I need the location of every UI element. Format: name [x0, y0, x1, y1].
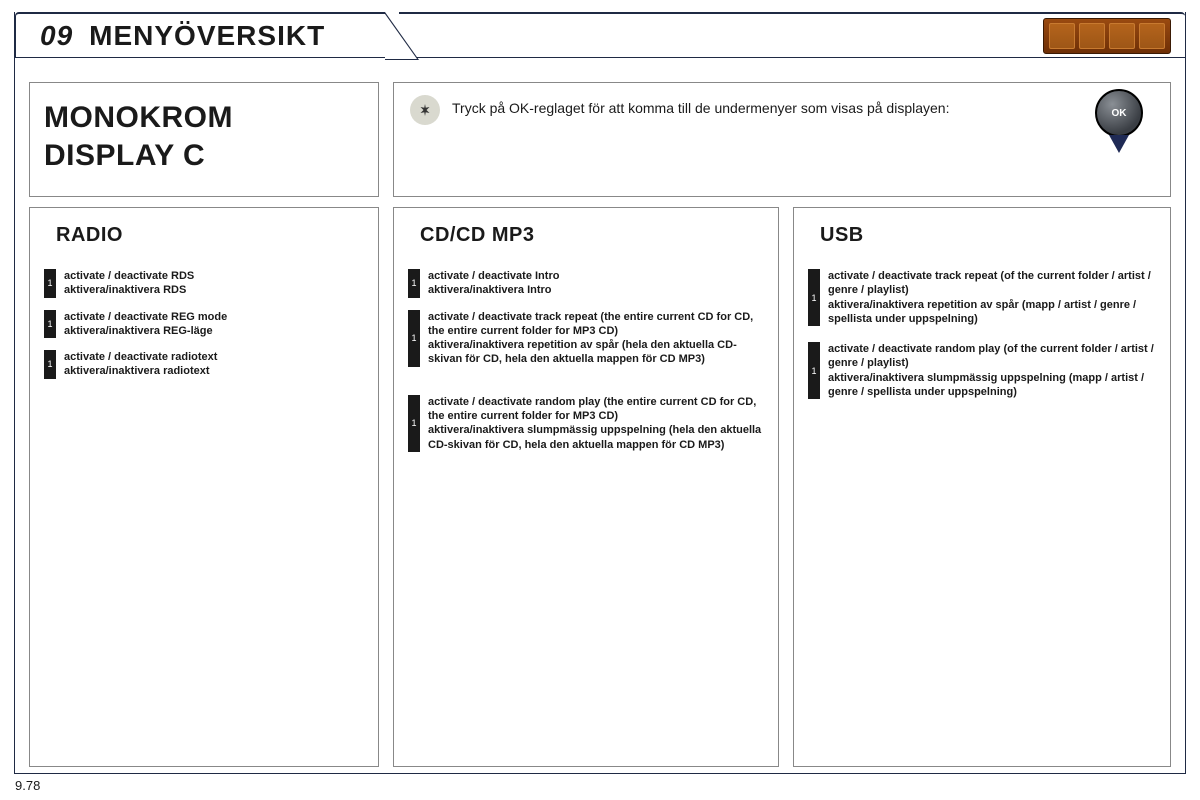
row-top: MONOKROM DISPLAY C Tryck på OK-reglaget …: [29, 82, 1171, 197]
item-text: activate / deactivate Introaktivera/inak…: [428, 269, 559, 298]
column-heading-cd: CD/CD MP3: [420, 224, 766, 247]
item-marker: 1: [408, 395, 420, 452]
item-marker: 1: [808, 269, 820, 326]
instruction-card: Tryck på OK-reglaget för att komma till …: [393, 82, 1171, 197]
mini-icon: [1079, 23, 1105, 49]
column-radio: RADIO 1 activate / deactivate RDSaktivera…: [29, 207, 379, 767]
header-spacer: [399, 12, 1185, 58]
display-title: MONOKROM DISPLAY C: [44, 99, 364, 174]
tip-icon: [410, 95, 440, 125]
row-columns: RADIO 1 activate / deactivate RDSaktivera…: [29, 207, 1171, 767]
chapter-number: 09: [40, 20, 73, 52]
menu-item: 1 activate / deactivate radiotextaktivera…: [44, 350, 366, 379]
item-marker: 1: [808, 342, 820, 399]
item-text: activate / deactivate track repeat (the …: [428, 310, 766, 367]
item-marker: 1: [44, 350, 56, 379]
chapter-title: MENYÖVERSIKT: [89, 20, 325, 52]
page-frame: 09 MENYÖVERSIKT MONOKROM DISPLAY C Tryck…: [14, 12, 1186, 774]
instruction-text: Tryck på OK-reglaget för att komma till …: [452, 93, 949, 118]
ok-label: OK: [1112, 108, 1127, 119]
item-marker: 1: [44, 310, 56, 339]
item-marker: 1: [408, 310, 420, 367]
menu-item: 1 activate / deactivate Introaktivera/ina…: [408, 269, 766, 298]
display-title-line1: MONOKROM: [44, 101, 233, 134]
column-usb: USB 1activate / deactivate track repeat …: [793, 207, 1171, 767]
column-heading-radio: RADIO: [56, 224, 366, 247]
audio-system-icon: [1043, 18, 1171, 54]
ok-control-icon: OK: [1088, 89, 1150, 161]
item-marker: 1: [44, 269, 56, 298]
item-text: activate / deactivate random play (the e…: [428, 395, 766, 452]
menu-item: 1 activate / deactivate REG modeaktivera/…: [44, 310, 366, 339]
item-text: activate / deactivate random play (of th…: [828, 342, 1158, 399]
column-cd: CD/CD MP3 1 activate / deactivate Introak…: [393, 207, 779, 767]
item-text: activate / deactivate radiotextaktivera/…: [64, 350, 217, 379]
column-heading-usb: USB: [820, 224, 1158, 247]
item-marker: 1: [408, 269, 420, 298]
mini-icon: [1049, 23, 1075, 49]
header-row: 09 MENYÖVERSIKT: [29, 12, 1171, 72]
chapter-tab: 09 MENYÖVERSIKT: [15, 12, 385, 58]
display-title-card: MONOKROM DISPLAY C: [29, 82, 379, 197]
menu-item: 1activate / deactivate track repeat (the…: [408, 310, 766, 367]
mini-icon: [1109, 23, 1135, 49]
menu-item: 1activate / deactivate random play (of t…: [808, 342, 1158, 399]
mini-icon: [1139, 23, 1165, 49]
item-text: activate / deactivate REG modeaktivera/i…: [64, 310, 227, 339]
display-title-line2: DISPLAY C: [44, 139, 205, 172]
item-text: activate / deactivate track repeat (of t…: [828, 269, 1158, 326]
menu-item: 1activate / deactivate random play (the …: [408, 395, 766, 452]
menu-item: 1activate / deactivate track repeat (of …: [808, 269, 1158, 326]
page-number: 9.78: [15, 778, 40, 793]
menu-item: 1 activate / deactivate RDSaktivera/inakt…: [44, 269, 366, 298]
item-text: activate / deactivate RDSaktivera/inakti…: [64, 269, 194, 298]
